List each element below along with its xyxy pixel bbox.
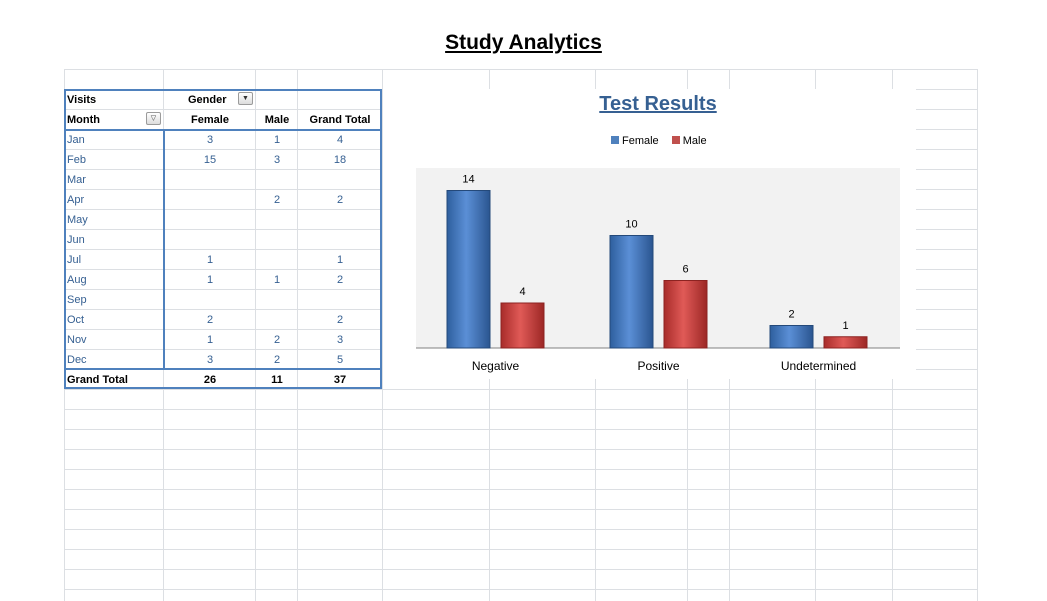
row-female-value [164, 230, 256, 250]
legend-swatch-female [611, 136, 619, 144]
row-female-value: 15 [203, 154, 217, 166]
grand-total-male: 11 [271, 374, 283, 386]
grand-total-female: 26 [203, 374, 217, 386]
x-tick-label: Undetermined [781, 359, 856, 373]
data-label: 14 [462, 174, 474, 186]
row-total-value [298, 170, 382, 190]
data-label: 6 [682, 264, 688, 276]
bar-male-negative[interactable] [500, 302, 545, 349]
row-female-value: 3 [206, 354, 214, 366]
row-female-value [164, 210, 256, 230]
row-total-value: 2 [336, 194, 344, 206]
row-month-label: Dec [67, 354, 87, 366]
row-male-value [256, 210, 298, 230]
pivot-total-divider [64, 368, 382, 370]
row-total-value: 18 [333, 154, 347, 166]
row-month-label: Nov [67, 334, 87, 346]
chart-legend: Female Male [611, 135, 717, 147]
pivot-column-field-label: Gender [188, 94, 227, 106]
row-total-value: 4 [336, 134, 344, 146]
bar-male-positive[interactable] [663, 280, 708, 349]
row-male-value [256, 250, 298, 270]
row-total-value: 5 [336, 354, 344, 366]
data-label: 2 [788, 309, 794, 321]
row-male-value: 2 [273, 354, 281, 366]
row-female-value: 3 [206, 134, 214, 146]
row-female-value: 1 [206, 254, 214, 266]
row-total-value [298, 290, 382, 310]
row-total-value: 3 [336, 334, 344, 346]
row-male-value [256, 230, 298, 250]
row-male-value [256, 170, 298, 190]
row-male-value: 2 [273, 194, 281, 206]
row-male-value: 1 [273, 134, 281, 146]
chart-title: Test Results [599, 93, 717, 115]
month-filter-icon[interactable]: ▽ [146, 112, 161, 125]
row-month-label: Mar [67, 174, 86, 186]
row-female-value: 1 [206, 334, 214, 346]
row-month-label: Aug [67, 274, 87, 286]
header-male: Male [264, 114, 290, 126]
row-female-value: 1 [206, 274, 214, 286]
data-label: 10 [625, 219, 637, 231]
row-total-value [298, 230, 382, 250]
row-month-label: Oct [67, 314, 85, 326]
row-month-label: Jul [67, 254, 82, 266]
pivot-header-divider [64, 129, 382, 131]
row-female-value [164, 190, 256, 210]
row-month-label: Apr [67, 194, 85, 206]
bar-female-positive[interactable] [609, 235, 654, 349]
row-male-value: 1 [273, 274, 281, 286]
bar-female-negative[interactable] [446, 190, 491, 349]
legend-item-female: Female [611, 135, 659, 147]
row-male-value: 2 [273, 334, 281, 346]
row-total-value: 2 [336, 274, 344, 286]
row-month-label: Feb [67, 154, 86, 166]
pivot-corner-label: Visits [67, 94, 97, 106]
row-female-value [164, 170, 256, 190]
gender-filter-dropdown-icon[interactable]: ▼ [238, 92, 253, 105]
legend-label-female: Female [622, 135, 659, 147]
page-title: Study Analytics [445, 31, 602, 54]
row-month-label: May [67, 214, 88, 226]
row-month-label: Jan [67, 134, 85, 146]
row-total-value: 2 [336, 314, 344, 326]
row-female-value: 2 [206, 314, 214, 326]
bar-female-undetermined[interactable] [769, 325, 814, 349]
row-month-label: Jun [67, 234, 85, 246]
chart-plot: 14 4 Negative 10 6 Positive 2 1 Undetermined [416, 168, 900, 373]
row-male-value [256, 310, 298, 330]
grand-total-all: 37 [333, 374, 347, 386]
plot-area [416, 168, 900, 348]
row-male-value [256, 290, 298, 310]
pivot-row-field-label: Month [67, 114, 100, 126]
row-total-value: 1 [336, 254, 344, 266]
row-male-value: 3 [273, 154, 281, 166]
pivot-table[interactable]: Visits Gender ▼ Month ▽ Female Male Gran… [64, 89, 382, 389]
legend-swatch-male [671, 136, 680, 144]
bar-male-undetermined[interactable] [823, 336, 868, 349]
test-results-chart[interactable]: Test Results Female Male 14 4 Negative 10 6 P… [383, 89, 916, 379]
data-label: 1 [842, 320, 848, 332]
grand-total-label: Grand Total [67, 374, 128, 386]
data-label: 4 [519, 286, 525, 298]
header-female: Female [191, 114, 229, 126]
row-month-label: Sep [67, 294, 87, 306]
bar-group: 14 4 Negative 10 6 Positive 2 1 Undetermined [446, 174, 868, 373]
pivot-row-divider [163, 129, 165, 369]
pivot-border [64, 89, 382, 389]
header-grand-total: Grand Total [309, 114, 371, 126]
legend-item-male: Male [671, 135, 707, 147]
legend-label-male: Male [682, 135, 707, 147]
row-total-value [298, 210, 382, 230]
x-tick-label: Negative [472, 359, 520, 373]
row-female-value [164, 290, 256, 310]
x-tick-label: Positive [637, 359, 679, 373]
